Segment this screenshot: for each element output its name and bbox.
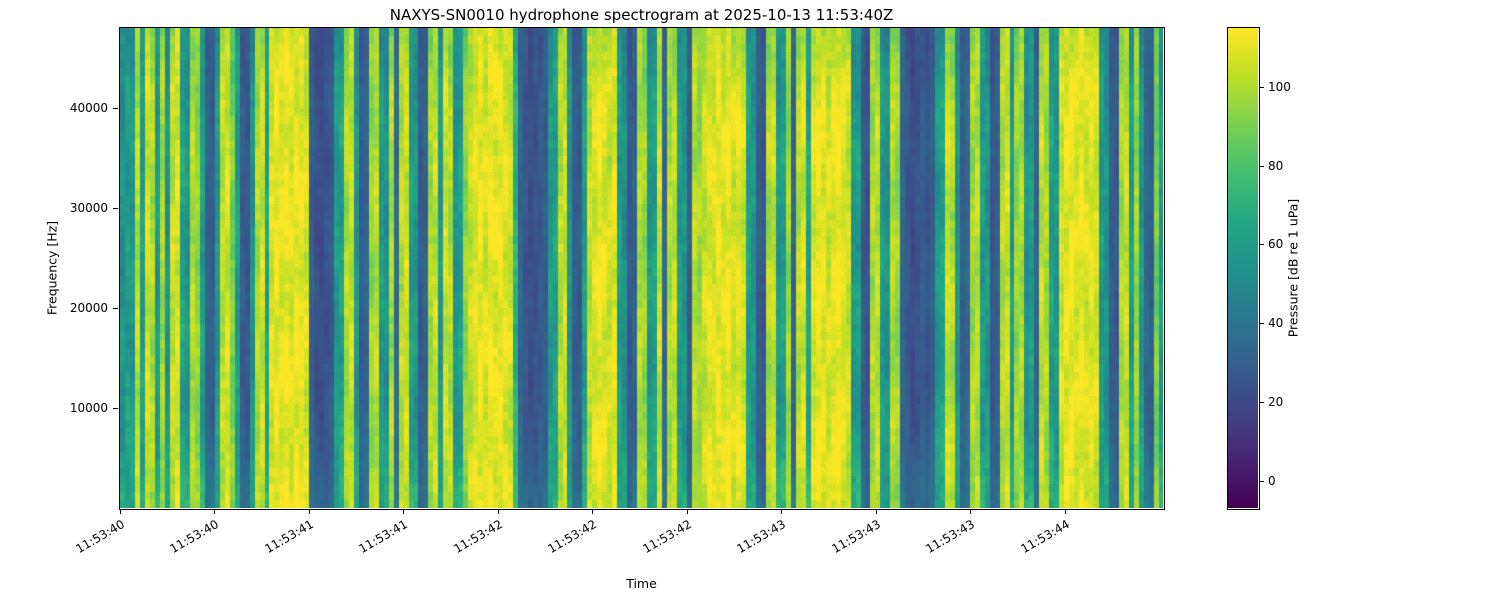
y-tick-label: 10000 bbox=[69, 401, 108, 415]
x-tick-label: 11:53:43 bbox=[923, 517, 977, 557]
chart-title: NAXYS-SN0010 hydrophone spectrogram at 2… bbox=[389, 6, 894, 24]
y-tick-mark bbox=[113, 408, 118, 409]
x-tick-mark bbox=[309, 509, 310, 514]
colorbar-tick-mark bbox=[1259, 87, 1264, 88]
x-tick-label: 11:53:40 bbox=[73, 517, 127, 557]
x-tick-mark bbox=[592, 509, 593, 514]
colorbar-tick-mark bbox=[1259, 166, 1264, 167]
y-tick-label: 30000 bbox=[69, 201, 108, 215]
x-tick-label: 11:53:43 bbox=[829, 517, 883, 557]
x-tick-mark bbox=[214, 509, 215, 514]
colorbar-tick-mark bbox=[1259, 481, 1264, 482]
colorbar-tick-mark bbox=[1259, 323, 1264, 324]
x-tick-mark bbox=[876, 509, 877, 514]
colorbar-tick-label: 0 bbox=[1268, 474, 1276, 488]
x-tick-mark bbox=[687, 509, 688, 514]
x-tick-label: 11:53:41 bbox=[356, 517, 410, 557]
x-tick-label: 11:53:40 bbox=[167, 517, 221, 557]
x-tick-label: 11:53:42 bbox=[545, 517, 599, 557]
y-tick-label: 40000 bbox=[69, 101, 108, 115]
spectrogram-heatmap bbox=[120, 28, 1163, 508]
y-tick-label: 20000 bbox=[69, 301, 108, 315]
colorbar-tick-label: 100 bbox=[1268, 80, 1291, 94]
y-tick-mark bbox=[113, 108, 118, 109]
x-tick-label: 11:53:41 bbox=[262, 517, 316, 557]
x-tick-label: 11:53:42 bbox=[640, 517, 694, 557]
colorbar-tick-label: 20 bbox=[1268, 395, 1284, 409]
x-axis-label: Time bbox=[626, 576, 657, 591]
y-tick-mark bbox=[113, 208, 118, 209]
colorbar-tick-mark bbox=[1259, 244, 1264, 245]
x-tick-mark bbox=[781, 509, 782, 514]
y-tick-mark bbox=[113, 308, 118, 309]
x-tick-mark bbox=[120, 509, 121, 514]
colorbar-tick-label: 40 bbox=[1268, 316, 1284, 330]
x-tick-mark bbox=[403, 509, 404, 514]
x-tick-label: 11:53:43 bbox=[734, 517, 788, 557]
x-tick-mark bbox=[1065, 509, 1066, 514]
colorbar-tick-label: 80 bbox=[1268, 159, 1284, 173]
x-tick-label: 11:53:42 bbox=[451, 517, 505, 557]
colorbar-label: Pressure [dB re 1 uPa] bbox=[1285, 198, 1301, 338]
x-tick-mark bbox=[970, 509, 971, 514]
x-tick-mark bbox=[498, 509, 499, 514]
colorbar-tick-label: 60 bbox=[1268, 237, 1284, 251]
colorbar-tick-mark bbox=[1259, 402, 1264, 403]
colorbar-gradient bbox=[1228, 28, 1258, 508]
x-tick-label: 11:53:44 bbox=[1018, 517, 1072, 557]
